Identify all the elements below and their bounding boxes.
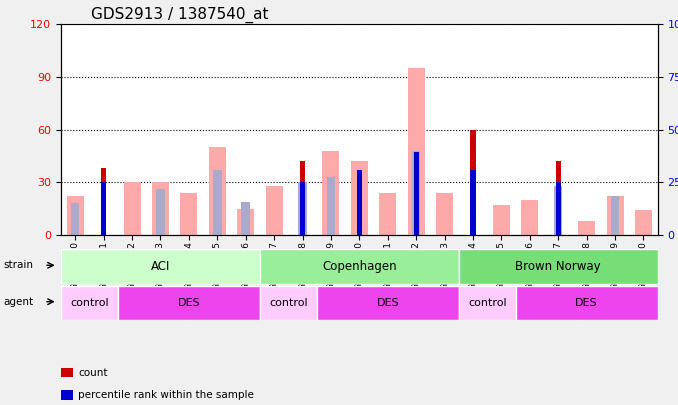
Bar <box>213 170 222 235</box>
Bar <box>71 203 79 235</box>
Bar <box>611 196 619 235</box>
Bar <box>101 182 106 235</box>
Text: GDS2913 / 1387540_at: GDS2913 / 1387540_at <box>91 7 268 23</box>
Bar <box>66 196 84 235</box>
Bar <box>414 152 419 235</box>
Bar <box>357 170 362 235</box>
Text: percentile rank within the sample: percentile rank within the sample <box>78 390 254 400</box>
Text: ACI: ACI <box>151 260 170 273</box>
FancyBboxPatch shape <box>317 286 459 320</box>
Text: control: control <box>468 298 506 308</box>
Bar <box>578 221 595 235</box>
Bar <box>323 151 340 235</box>
Bar <box>180 193 197 235</box>
Bar <box>607 196 624 235</box>
Bar <box>237 209 254 235</box>
Text: agent: agent <box>3 297 33 307</box>
FancyBboxPatch shape <box>61 286 118 320</box>
FancyBboxPatch shape <box>260 249 459 284</box>
Bar <box>300 182 305 235</box>
Text: DES: DES <box>376 298 399 308</box>
Bar <box>412 151 420 235</box>
Bar <box>209 147 226 235</box>
Bar <box>635 210 652 235</box>
Bar <box>556 182 561 235</box>
Bar <box>471 170 475 235</box>
Bar <box>241 202 250 235</box>
Bar <box>266 186 283 235</box>
Bar <box>493 205 510 235</box>
FancyBboxPatch shape <box>61 249 260 284</box>
Text: control: control <box>269 298 308 308</box>
Bar <box>556 161 561 235</box>
Bar <box>471 130 475 235</box>
Bar <box>327 177 335 235</box>
FancyBboxPatch shape <box>118 286 260 320</box>
Text: DES: DES <box>178 298 200 308</box>
Bar <box>101 168 106 235</box>
Bar <box>123 182 140 235</box>
Text: strain: strain <box>3 260 33 270</box>
Bar <box>152 182 169 235</box>
Bar <box>300 161 305 235</box>
Bar <box>521 200 538 235</box>
Text: control: control <box>70 298 108 308</box>
FancyBboxPatch shape <box>459 286 515 320</box>
Text: Copenhagen: Copenhagen <box>322 260 397 273</box>
Text: Brown Norway: Brown Norway <box>515 260 601 273</box>
Bar <box>554 186 563 235</box>
Text: DES: DES <box>576 298 598 308</box>
Bar <box>407 68 424 235</box>
FancyBboxPatch shape <box>260 286 317 320</box>
Bar <box>379 193 396 235</box>
Bar <box>351 161 368 235</box>
FancyBboxPatch shape <box>515 286 658 320</box>
Text: count: count <box>78 368 108 377</box>
Bar <box>298 182 306 235</box>
Bar <box>436 193 453 235</box>
Bar <box>156 189 165 235</box>
FancyBboxPatch shape <box>459 249 658 284</box>
